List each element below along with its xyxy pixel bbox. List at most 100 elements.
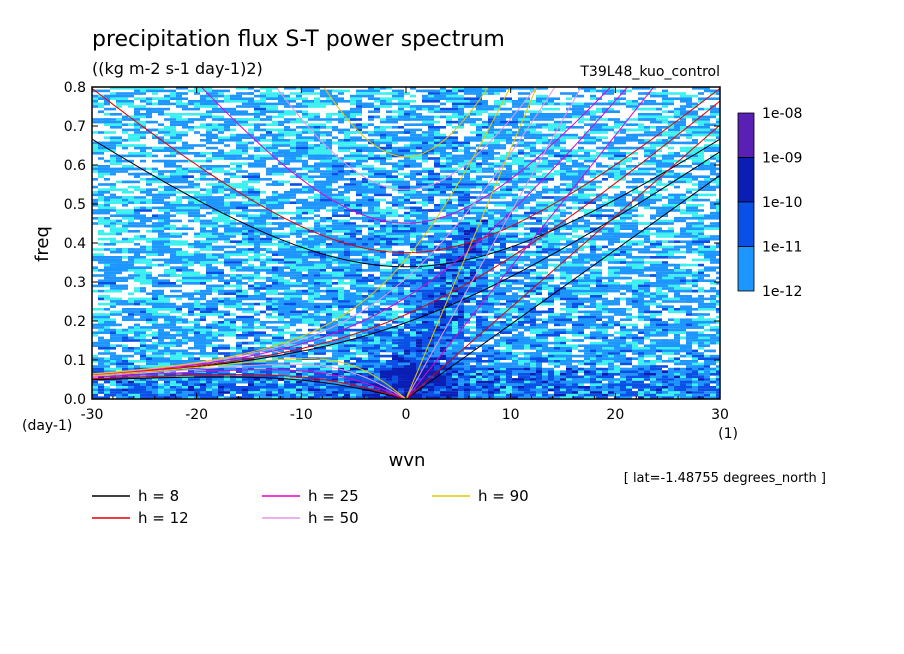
heatmap-cell <box>464 253 470 256</box>
heatmap-cell <box>452 185 458 189</box>
heatmap-cell <box>488 326 500 329</box>
heatmap-cell <box>224 302 242 306</box>
heatmap-cell <box>272 128 284 132</box>
heatmap-cell <box>104 266 122 269</box>
heatmap-cell <box>362 297 380 301</box>
heatmap-cell <box>302 126 308 129</box>
heatmap-cell <box>176 87 188 90</box>
heatmap-cell <box>536 248 542 251</box>
heatmap-cell <box>200 97 206 100</box>
heatmap-cell <box>398 191 404 194</box>
heatmap-cell <box>566 183 572 186</box>
heatmap-cell <box>404 118 416 121</box>
heatmap-cell <box>224 237 230 241</box>
heatmap-cell <box>464 97 470 100</box>
heatmap-cell <box>308 118 320 121</box>
heatmap-cell <box>170 240 188 243</box>
heatmap-cell <box>104 243 116 246</box>
heatmap-cell <box>506 167 512 171</box>
heatmap-cell <box>374 328 380 332</box>
heatmap-cell <box>152 326 164 329</box>
heatmap-cell <box>452 97 470 100</box>
heatmap-cell <box>272 276 284 280</box>
heatmap-cell <box>410 206 422 210</box>
heatmap-cell <box>464 305 470 308</box>
heatmap-cell <box>506 115 524 119</box>
heatmap-cell <box>716 204 720 207</box>
heatmap-cell <box>362 139 368 142</box>
heatmap-cell <box>104 308 110 311</box>
heatmap-cell <box>302 139 314 142</box>
heatmap-cell <box>320 240 326 243</box>
heatmap-cell <box>602 170 620 173</box>
heatmap-cell <box>164 204 176 207</box>
heatmap-cell <box>374 318 380 321</box>
heatmap-cell <box>464 87 482 90</box>
heatmap-cell <box>710 287 716 290</box>
heatmap-cell <box>662 157 674 160</box>
heatmap-cell <box>134 89 140 93</box>
heatmap-cell <box>674 136 680 139</box>
heatmap-cell <box>374 89 380 93</box>
heatmap-cell <box>446 185 452 189</box>
heatmap-cell <box>596 326 614 329</box>
heatmap-cell <box>560 139 566 142</box>
heatmap-cell <box>212 110 224 113</box>
heatmap-cell <box>566 224 584 228</box>
heatmap-cell <box>200 326 206 329</box>
heatmap-cell <box>608 315 614 319</box>
heatmap-cell <box>638 302 644 306</box>
heatmap-cell <box>386 178 404 181</box>
heatmap-cell <box>128 219 134 223</box>
heatmap-cell <box>350 250 356 254</box>
heatmap-cell <box>290 266 308 269</box>
heatmap-cell <box>236 206 248 210</box>
heatmap-cell <box>494 235 506 238</box>
heatmap-cell <box>716 326 720 329</box>
heatmap-cell <box>212 305 218 308</box>
heatmap-cell <box>524 258 542 262</box>
heatmap-cell <box>200 227 206 230</box>
heatmap-cell <box>164 315 176 319</box>
heatmap-cell <box>458 144 464 147</box>
heatmap-cell <box>434 295 440 298</box>
heatmap-cell <box>314 253 332 256</box>
heatmap-cell <box>158 235 164 238</box>
heatmap-cell <box>440 271 446 275</box>
heatmap-cell <box>236 315 254 319</box>
heatmap-cell <box>584 102 602 106</box>
heatmap-cell <box>536 165 548 168</box>
heatmap-cell <box>632 136 638 139</box>
heatmap-cell <box>242 261 248 264</box>
heatmap-cell <box>716 107 720 111</box>
heatmap-cell <box>254 128 260 132</box>
heatmap-cell <box>686 282 698 285</box>
heatmap-cell <box>194 178 200 181</box>
heatmap-cell <box>596 118 614 121</box>
heatmap-cell <box>494 172 500 176</box>
heatmap-cell <box>392 133 398 137</box>
heatmap-cell <box>422 185 440 189</box>
heatmap-cell <box>272 266 278 269</box>
heatmap-cell <box>410 157 428 160</box>
heatmap-cell <box>416 141 422 145</box>
heatmap-cell <box>506 318 512 321</box>
heatmap-cell <box>710 185 720 189</box>
heatmap-cell <box>278 310 290 314</box>
heatmap-cell <box>626 315 632 319</box>
heatmap-cell <box>446 214 452 217</box>
heatmap-cell <box>296 157 302 160</box>
heatmap-cell <box>200 302 218 306</box>
heatmap-cell <box>104 136 110 139</box>
heatmap-cell <box>482 243 494 246</box>
heatmap-cell <box>440 180 446 184</box>
heatmap-cell <box>284 87 296 90</box>
heatmap-cell <box>626 172 644 176</box>
heatmap-cell <box>272 102 290 106</box>
heatmap-cell <box>446 89 452 93</box>
heatmap-cell <box>476 180 488 184</box>
heatmap-cell <box>98 191 110 194</box>
heatmap-cell <box>476 211 488 215</box>
heatmap-cell <box>254 258 260 262</box>
heatmap-cell <box>248 297 266 301</box>
